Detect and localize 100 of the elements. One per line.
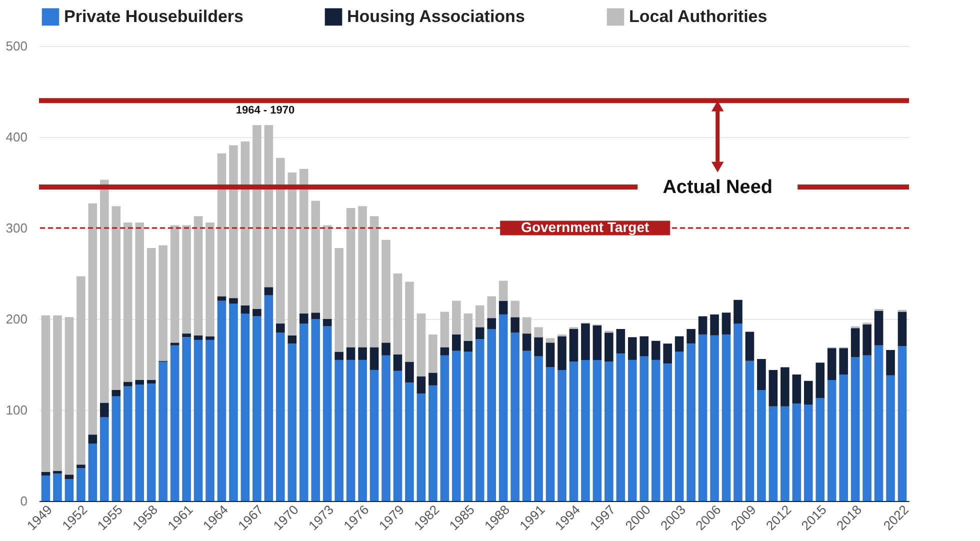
bar: [498, 314, 508, 501]
bar: [264, 125, 274, 288]
bar: [886, 350, 895, 376]
bar: [64, 474, 74, 480]
bar: [346, 208, 356, 348]
bar: [686, 329, 696, 344]
bar: [382, 342, 390, 356]
bar: [76, 464, 86, 468]
bar: [358, 206, 367, 348]
bar: [322, 225, 332, 319]
bar: [135, 380, 144, 385]
bar: [569, 362, 578, 501]
y-tick-label: 0: [20, 494, 28, 508]
y-tick-label: 300: [6, 220, 28, 236]
bar: [346, 347, 356, 360]
bar: [416, 394, 426, 501]
bar: [745, 360, 754, 501]
bar: [240, 305, 250, 314]
bar: [475, 327, 484, 340]
bar: [416, 314, 426, 376]
bar: [358, 360, 367, 501]
bar: [674, 352, 684, 501]
bar: [299, 324, 308, 501]
bar: [276, 324, 285, 333]
bar: [862, 355, 872, 501]
bar: [475, 305, 484, 328]
annotation: 1964 - 1970: [236, 104, 295, 117]
bar: [710, 335, 719, 501]
bar: [686, 344, 696, 501]
bar: [487, 329, 496, 501]
bar: [498, 280, 508, 301]
bar: [757, 359, 766, 390]
bar: [229, 145, 238, 298]
bar: [182, 334, 191, 338]
bar: [206, 340, 214, 501]
bar: [522, 350, 532, 501]
bar: [839, 374, 848, 501]
bar: [674, 336, 684, 352]
bar: [534, 337, 543, 356]
bar: [510, 300, 520, 318]
bar: [651, 360, 660, 501]
bar: [135, 222, 144, 380]
bar: [510, 332, 520, 501]
bar: [874, 345, 884, 501]
bar: [229, 304, 238, 501]
bar: [41, 476, 50, 501]
bar: [276, 158, 285, 324]
bar: [334, 360, 344, 501]
bar: [206, 336, 214, 340]
bar: [112, 206, 121, 390]
y-tick-label: 100: [6, 402, 28, 418]
bar: [628, 360, 637, 501]
bar: [158, 245, 168, 361]
bar: [64, 317, 74, 475]
bar: [311, 312, 320, 319]
bar: [194, 335, 203, 340]
bar: [816, 362, 825, 398]
bar: [100, 402, 109, 418]
bar: [827, 348, 836, 380]
bar: [850, 328, 860, 358]
bar: [827, 380, 836, 501]
bar: [522, 334, 532, 351]
bar: [604, 362, 614, 501]
bar: [487, 318, 496, 330]
bar: [53, 474, 62, 501]
bar: [382, 240, 390, 343]
bar: [135, 384, 144, 501]
bar: [240, 142, 250, 306]
bar: [498, 300, 508, 314]
bar: [428, 385, 438, 501]
bar: [616, 329, 626, 354]
bar: [722, 334, 731, 501]
bar: [112, 390, 121, 396]
bar: [88, 203, 98, 435]
bar: [616, 354, 626, 501]
bar: [698, 316, 708, 334]
bar: [370, 216, 379, 348]
bar: [898, 312, 907, 346]
bar: [534, 327, 543, 338]
bar: [182, 225, 191, 334]
bar: [53, 315, 62, 471]
bar: [217, 300, 226, 501]
bar: [440, 347, 450, 356]
bar: [158, 362, 168, 501]
bar: [663, 364, 672, 501]
bar: [780, 406, 790, 501]
bar: [804, 404, 813, 501]
bar: [311, 319, 320, 501]
bar: [898, 346, 907, 501]
bar: [464, 340, 473, 352]
bar: [592, 325, 602, 360]
bar: [393, 370, 402, 501]
bar: [640, 356, 649, 501]
bar: [428, 372, 438, 386]
bar: [76, 276, 86, 465]
bar: [100, 417, 109, 501]
bar: [581, 360, 590, 501]
bar: [745, 332, 754, 361]
bar: [217, 153, 226, 296]
bar: [264, 295, 274, 501]
